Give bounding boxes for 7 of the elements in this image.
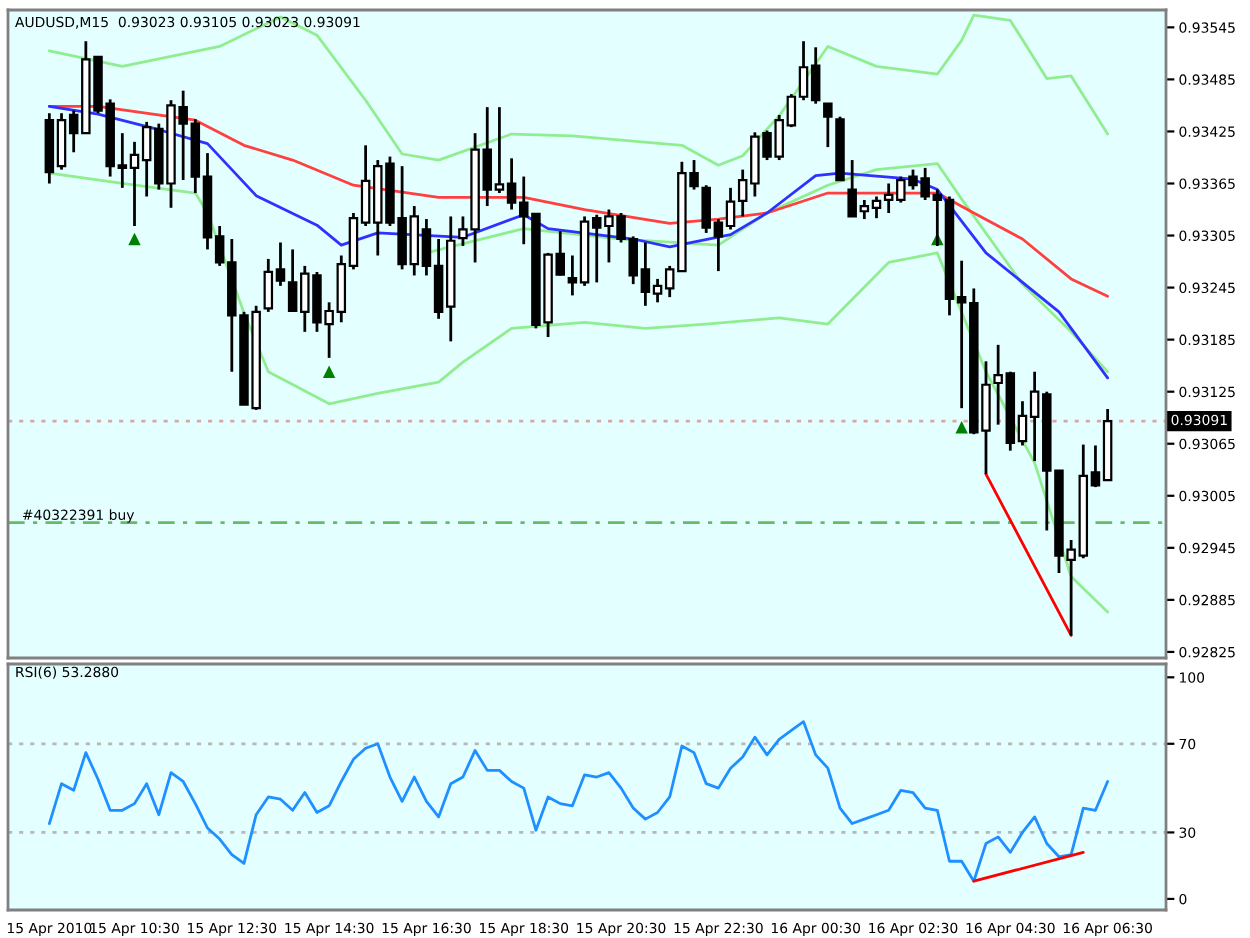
- line-series: [47, 104, 1109, 380]
- line-series: [47, 104, 1109, 298]
- point: [955, 421, 968, 434]
- candlestick: [823, 102, 833, 149]
- line-series: [47, 720, 1109, 883]
- point: [128, 232, 141, 246]
- point: [322, 365, 336, 378]
